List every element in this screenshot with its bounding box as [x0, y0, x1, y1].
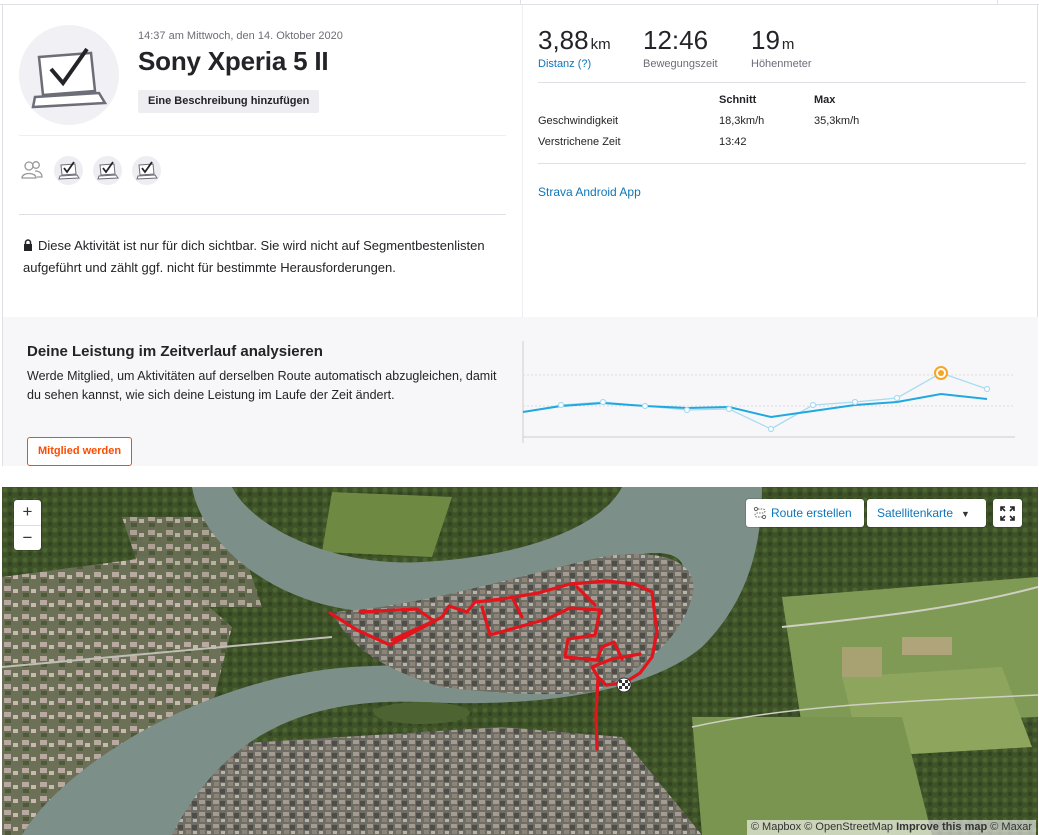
maxar-attribution[interactable]: © Maxar: [990, 821, 1032, 833]
map-type-select[interactable]: Satellitenkarte ▼: [867, 499, 986, 527]
stat-distance: 3,88 km Distanz (?): [538, 25, 622, 70]
device-checkmark-icon: [31, 47, 107, 109]
kudos-row: [19, 154, 162, 186]
activity-avatar: [19, 25, 119, 125]
zoom-out-button[interactable]: −: [14, 525, 41, 550]
privacy-notice: Diese Aktivität ist nur für dich sichtba…: [23, 236, 493, 278]
activity-title: Sony Xperia 5 II: [138, 46, 329, 76]
device-app-link[interactable]: Strava Android App: [538, 185, 641, 199]
kudo-avatar[interactable]: [92, 154, 123, 186]
fullscreen-button[interactable]: [993, 499, 1022, 527]
distance-label[interactable]: Distanz (?): [538, 58, 592, 70]
trend-graphic: [522, 341, 1015, 443]
kudo-avatar[interactable]: [131, 154, 162, 186]
divider: [19, 135, 506, 136]
activity-datetime: 14:37 am Mittwoch, den 14. Oktober 2020: [138, 30, 343, 42]
upsell-text: Werde Mitglied, um Aktivitäten auf derse…: [27, 369, 497, 402]
map-type-label: Satellitenkarte: [877, 506, 954, 520]
table-cell: Verstrichene Zeit: [538, 136, 621, 148]
distance-value: 3,88: [538, 25, 589, 55]
route-builder-icon: [753, 502, 767, 530]
table-cell: Geschwindigkeit: [538, 115, 619, 127]
divider: [19, 214, 506, 215]
device-checkmark-icon: [57, 161, 80, 180]
table-header-cell: Schnitt: [719, 94, 757, 106]
moving-time-value: 12:46: [643, 25, 709, 55]
primary-stats: 3,88 km Distanz (?) 12:46 Bewegungszeit 1…: [538, 25, 835, 70]
map-attribution: © Mapbox © OpenStreetMap Improve this ma…: [746, 820, 1036, 835]
join-button[interactable]: Mitglied werden: [27, 437, 133, 466]
moving-time-label: Bewegungszeit: [643, 58, 718, 70]
table-header-cell: Max: [814, 94, 836, 106]
caret-down-icon: ▼: [961, 509, 970, 519]
lock-icon: [23, 237, 33, 258]
elevation-value: 19: [751, 25, 780, 55]
stat-moving-time: 12:46 Bewegungszeit: [643, 25, 727, 70]
privacy-text: Diese Aktivität ist nur für dich sichtba…: [23, 238, 485, 275]
device-checkmark-icon: [135, 161, 158, 180]
add-description-button[interactable]: Eine Beschreibung hinzufügen: [138, 90, 320, 113]
create-route-button[interactable]: Route erstellen: [746, 499, 864, 527]
fullscreen-icon: [1000, 506, 1015, 521]
performance-upsell: Deine Leistung im Zeitverlauf analysiere…: [3, 317, 1038, 466]
route-line: [328, 579, 659, 751]
device-checkmark-icon: [96, 161, 119, 180]
upsell-heading: Deine Leistung im Zeitverlauf analysiere…: [27, 343, 323, 360]
activity-card: 14:37 am Mittwoch, den 14. Oktober 2020 …: [2, 4, 1038, 466]
kudo-avatar[interactable]: [53, 154, 84, 186]
divider: [538, 82, 1026, 83]
mapbox-attribution[interactable]: © Mapbox: [750, 821, 802, 833]
stat-elevation: 19 m Höhenmeter: [751, 25, 835, 70]
improve-map-link[interactable]: Improve this map: [896, 821, 988, 833]
elevation-unit: m: [781, 36, 795, 53]
zoom-control: + −: [14, 500, 41, 550]
table-cell: 18,3km/h: [719, 115, 765, 127]
satellite-map: [2, 487, 1038, 835]
divider: [538, 163, 1026, 164]
activity-map[interactable]: + − Route erstellen Satellitenkarte ▼ © M…: [2, 487, 1038, 835]
activity-summary: 14:37 am Mittwoch, den 14. Oktober 2020 …: [3, 5, 522, 317]
osm-attribution[interactable]: © OpenStreetMap: [804, 821, 894, 833]
distance-unit: km: [590, 36, 611, 53]
table-cell: 35,3km/h: [814, 115, 860, 127]
group-icon[interactable]: [19, 157, 45, 183]
activity-stats: 3,88 km Distanz (?) 12:46 Bewegungszeit 1…: [522, 5, 1038, 317]
create-route-label: Route erstellen: [771, 506, 852, 520]
elevation-label: Höhenmeter: [751, 58, 812, 70]
zoom-in-button[interactable]: +: [22, 502, 33, 521]
table-cell: 13:42: [719, 136, 747, 148]
